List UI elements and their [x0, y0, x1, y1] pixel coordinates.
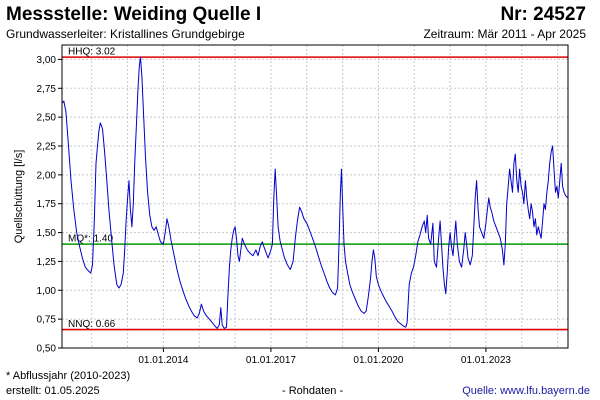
y-tick-label: 3,00 — [37, 55, 57, 66]
x-tick-label: 01.01.2020 — [353, 355, 403, 366]
reference-label-hhq: HHQ: 3.02 — [68, 47, 116, 58]
station-number: Nr: 24527 — [500, 4, 586, 25]
x-tick-label: 01.01.2017 — [246, 355, 296, 366]
page-title: Messstelle: Weiding Quelle I — [6, 4, 262, 25]
y-tick-label: 2,25 — [37, 142, 57, 153]
reference-label-mq: MQ*: 1.40 — [68, 234, 113, 245]
y-tick-label: 2,50 — [37, 113, 57, 124]
x-axis-ticks: 01.01.2014 01.01.2017 01.01.2020 01.01.2023 — [138, 348, 511, 366]
y-tick-label: 2,00 — [37, 170, 57, 181]
y-tick-label: 1,75 — [37, 199, 57, 210]
y-axis-label: Quellschüttung [l/s] — [13, 150, 25, 244]
plot-frame — [61, 44, 569, 349]
x-tick-label: 01.01.2023 — [461, 355, 511, 366]
aquifer-subtitle: Grundwasserleiter: Kristallines Grundgeb… — [6, 27, 245, 41]
y-tick-label: 1,00 — [37, 286, 57, 297]
raw-data-label: - Rohdaten - — [282, 385, 344, 397]
grid — [62, 45, 568, 349]
x-tick-label: 01.01.2014 — [138, 355, 188, 366]
y-tick-label: 1,25 — [37, 257, 57, 268]
y-tick-label: 2,75 — [37, 84, 57, 95]
source-link[interactable]: Quelle: www.lfu.bayern.de — [462, 385, 590, 397]
plot-series — [61, 56, 569, 329]
reference-label-nnq: NNQ: 0.66 — [68, 319, 116, 330]
y-tick-label: 0,75 — [37, 315, 57, 326]
series-line-0 — [61, 56, 569, 329]
y-axis-ticks: 0,50 0,75 1,00 1,25 1,50 1,75 2,00 2,25 2,50 2,75… — [37, 55, 62, 355]
created-date: erstellt: 01.05.2025 — [6, 385, 100, 397]
y-tick-label: 1,50 — [37, 228, 57, 239]
footnote: * Abflussjahr (2010-2023) — [6, 370, 131, 382]
y-tick-label: 0,50 — [37, 344, 57, 355]
period-label: Zeitraum: Mär 2011 - Apr 2025 — [423, 27, 586, 41]
